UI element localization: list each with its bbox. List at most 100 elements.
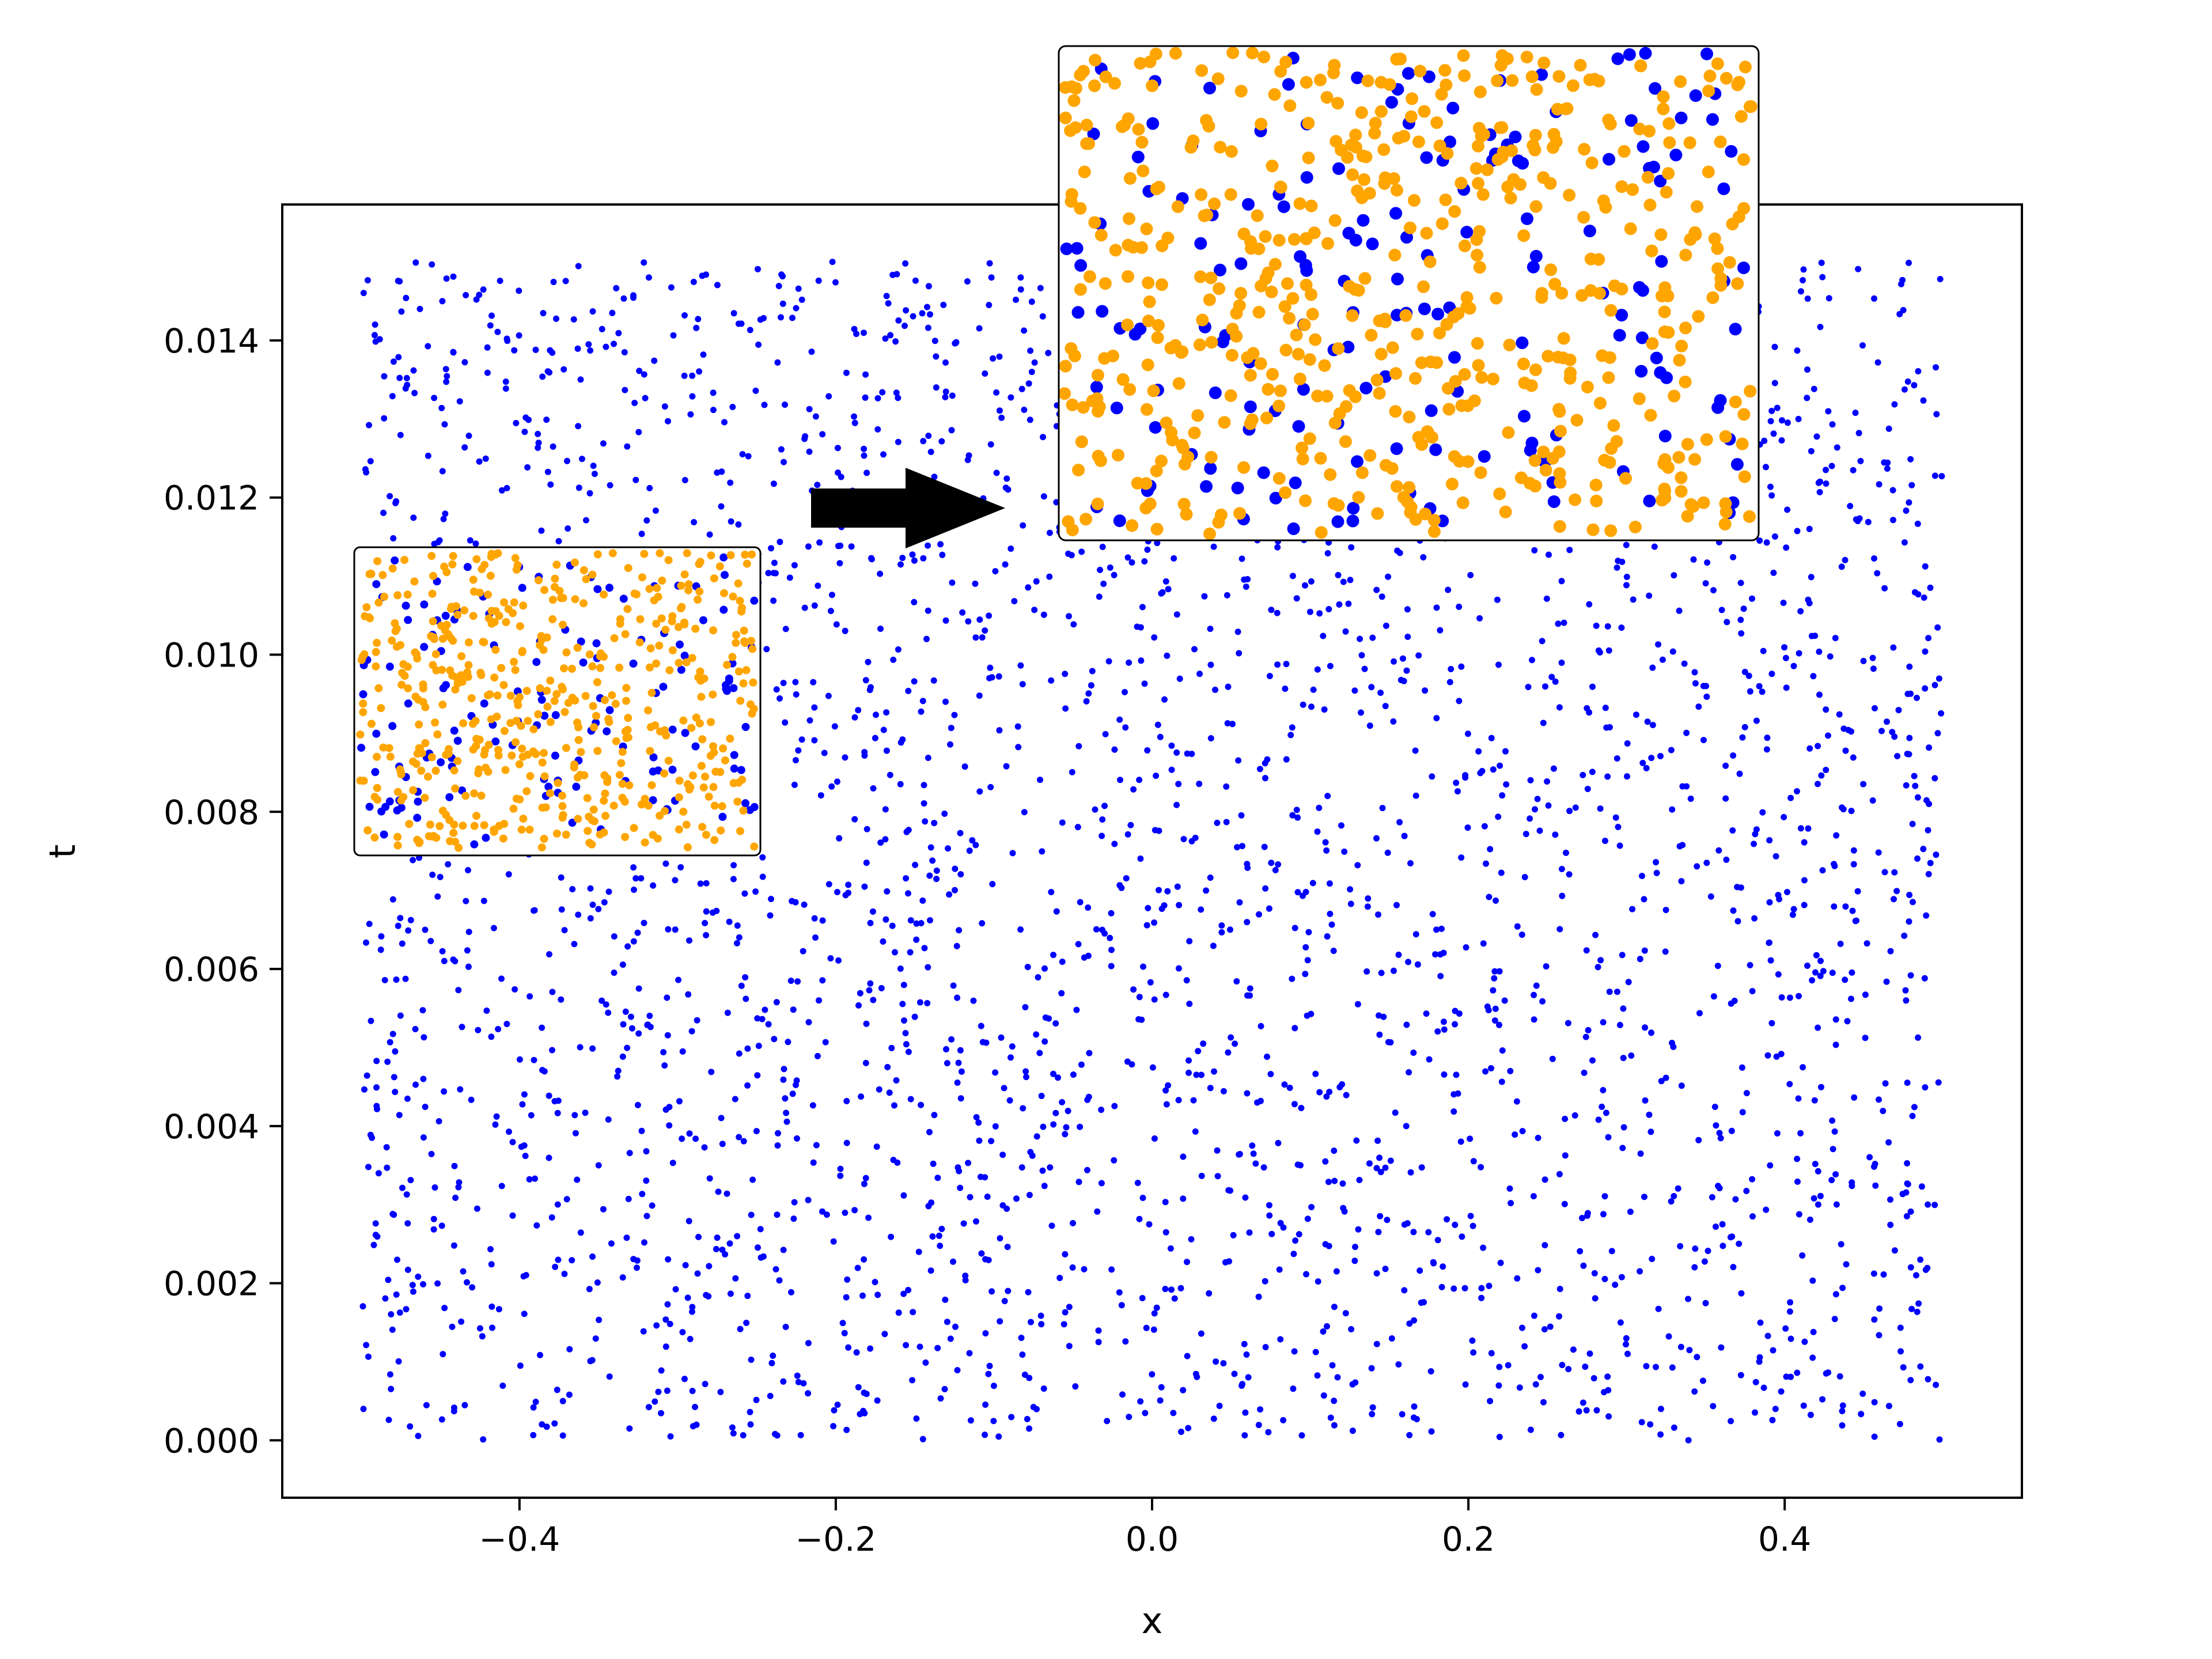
data-point <box>945 845 951 852</box>
data-point <box>1585 1027 1592 1033</box>
data-point <box>403 1306 410 1313</box>
data-point <box>1400 655 1406 662</box>
data-point <box>1099 816 1106 823</box>
inset-data-point <box>622 696 630 705</box>
data-point <box>1794 1178 1801 1185</box>
data-point <box>957 1047 964 1054</box>
inset-data-point <box>1320 389 1334 403</box>
data-point <box>1122 689 1128 695</box>
inset-data-point <box>605 706 614 714</box>
data-point <box>773 999 780 1006</box>
data-point <box>1653 1363 1659 1370</box>
inset-data-point <box>596 664 604 672</box>
data-point <box>363 1072 370 1079</box>
data-point <box>827 955 834 962</box>
inset-data-point <box>742 666 751 675</box>
data-point <box>438 1222 445 1229</box>
inset-data-point <box>649 796 657 805</box>
inset-data-point <box>1520 51 1533 64</box>
data-point <box>662 1106 669 1113</box>
data-point <box>1911 772 1918 779</box>
data-point <box>1685 1437 1692 1444</box>
data-point <box>900 1192 907 1199</box>
data-point <box>1583 947 1590 954</box>
data-point <box>795 1378 802 1385</box>
data-point <box>1206 1290 1213 1297</box>
inset-data-point <box>1160 416 1173 430</box>
data-point <box>1456 603 1463 610</box>
data-point <box>1810 385 1817 392</box>
inset-data-point <box>1283 99 1297 112</box>
inset-data-point <box>388 564 397 573</box>
data-point <box>1922 685 1929 692</box>
inset-data-point <box>1134 322 1147 335</box>
data-point <box>1658 1078 1665 1085</box>
data-point <box>1800 277 1806 283</box>
inset-data-point <box>709 626 718 635</box>
data-point <box>1225 1187 1232 1194</box>
inset-data-point <box>647 781 656 790</box>
inset-data-point <box>470 821 479 830</box>
data-point <box>566 1391 573 1398</box>
data-point <box>1137 624 1144 631</box>
data-point <box>1446 679 1453 685</box>
data-point <box>370 1241 377 1248</box>
inset-data-point <box>1425 404 1438 417</box>
data-point <box>973 1218 979 1225</box>
inset-data-point <box>1438 64 1452 77</box>
inset-data-point <box>1478 450 1491 463</box>
inset-data-point <box>1203 81 1216 94</box>
data-point <box>1931 681 1938 688</box>
data-point <box>1327 1414 1334 1421</box>
data-point <box>1767 957 1774 964</box>
inset-data-point <box>1521 212 1533 225</box>
data-point <box>1917 1256 1924 1263</box>
data-point <box>1908 482 1915 488</box>
inset-data-point <box>1213 282 1226 296</box>
inset-data-point <box>537 632 546 641</box>
inset-data-point <box>1078 165 1091 179</box>
data-point <box>1900 306 1907 313</box>
inset-data-point <box>558 791 566 800</box>
inset-data-point <box>370 833 379 842</box>
inset-data-point <box>1211 72 1225 85</box>
data-point <box>600 1206 607 1213</box>
inset-data-point <box>1402 67 1415 80</box>
data-point <box>1138 657 1145 664</box>
data-point <box>1584 786 1591 793</box>
inset-data-point <box>404 699 412 708</box>
inset-data-point <box>683 843 692 851</box>
data-point <box>1604 773 1611 780</box>
data-point <box>653 1322 660 1329</box>
data-point <box>726 918 733 925</box>
data-point <box>1146 1221 1153 1228</box>
inset-data-point <box>373 557 382 566</box>
data-point <box>979 920 986 927</box>
data-point <box>1819 274 1826 281</box>
data-point <box>1136 1215 1143 1222</box>
inset-data-point <box>1374 347 1388 361</box>
inset-data-point <box>1071 306 1085 319</box>
data-point <box>1158 1384 1165 1391</box>
data-point <box>990 1418 997 1425</box>
inset-data-point <box>1731 277 1744 290</box>
data-point <box>620 1021 627 1028</box>
data-point <box>1430 1260 1437 1267</box>
data-point <box>1038 1321 1045 1328</box>
data-point <box>1298 1105 1305 1111</box>
inset-data-point <box>1305 288 1317 301</box>
data-point <box>388 1385 395 1392</box>
data-point <box>1196 671 1203 677</box>
inset-data-point <box>1385 462 1399 475</box>
data-point <box>951 711 958 718</box>
data-point <box>765 570 772 577</box>
inset-data-point <box>1140 222 1153 236</box>
data-point <box>1891 401 1898 408</box>
data-point <box>1282 685 1289 692</box>
inset-data-point <box>600 828 608 837</box>
inset-data-point <box>1385 96 1398 109</box>
data-point <box>1347 886 1354 893</box>
data-point <box>368 1017 374 1024</box>
data-point <box>1694 863 1700 870</box>
data-point <box>1085 904 1092 911</box>
